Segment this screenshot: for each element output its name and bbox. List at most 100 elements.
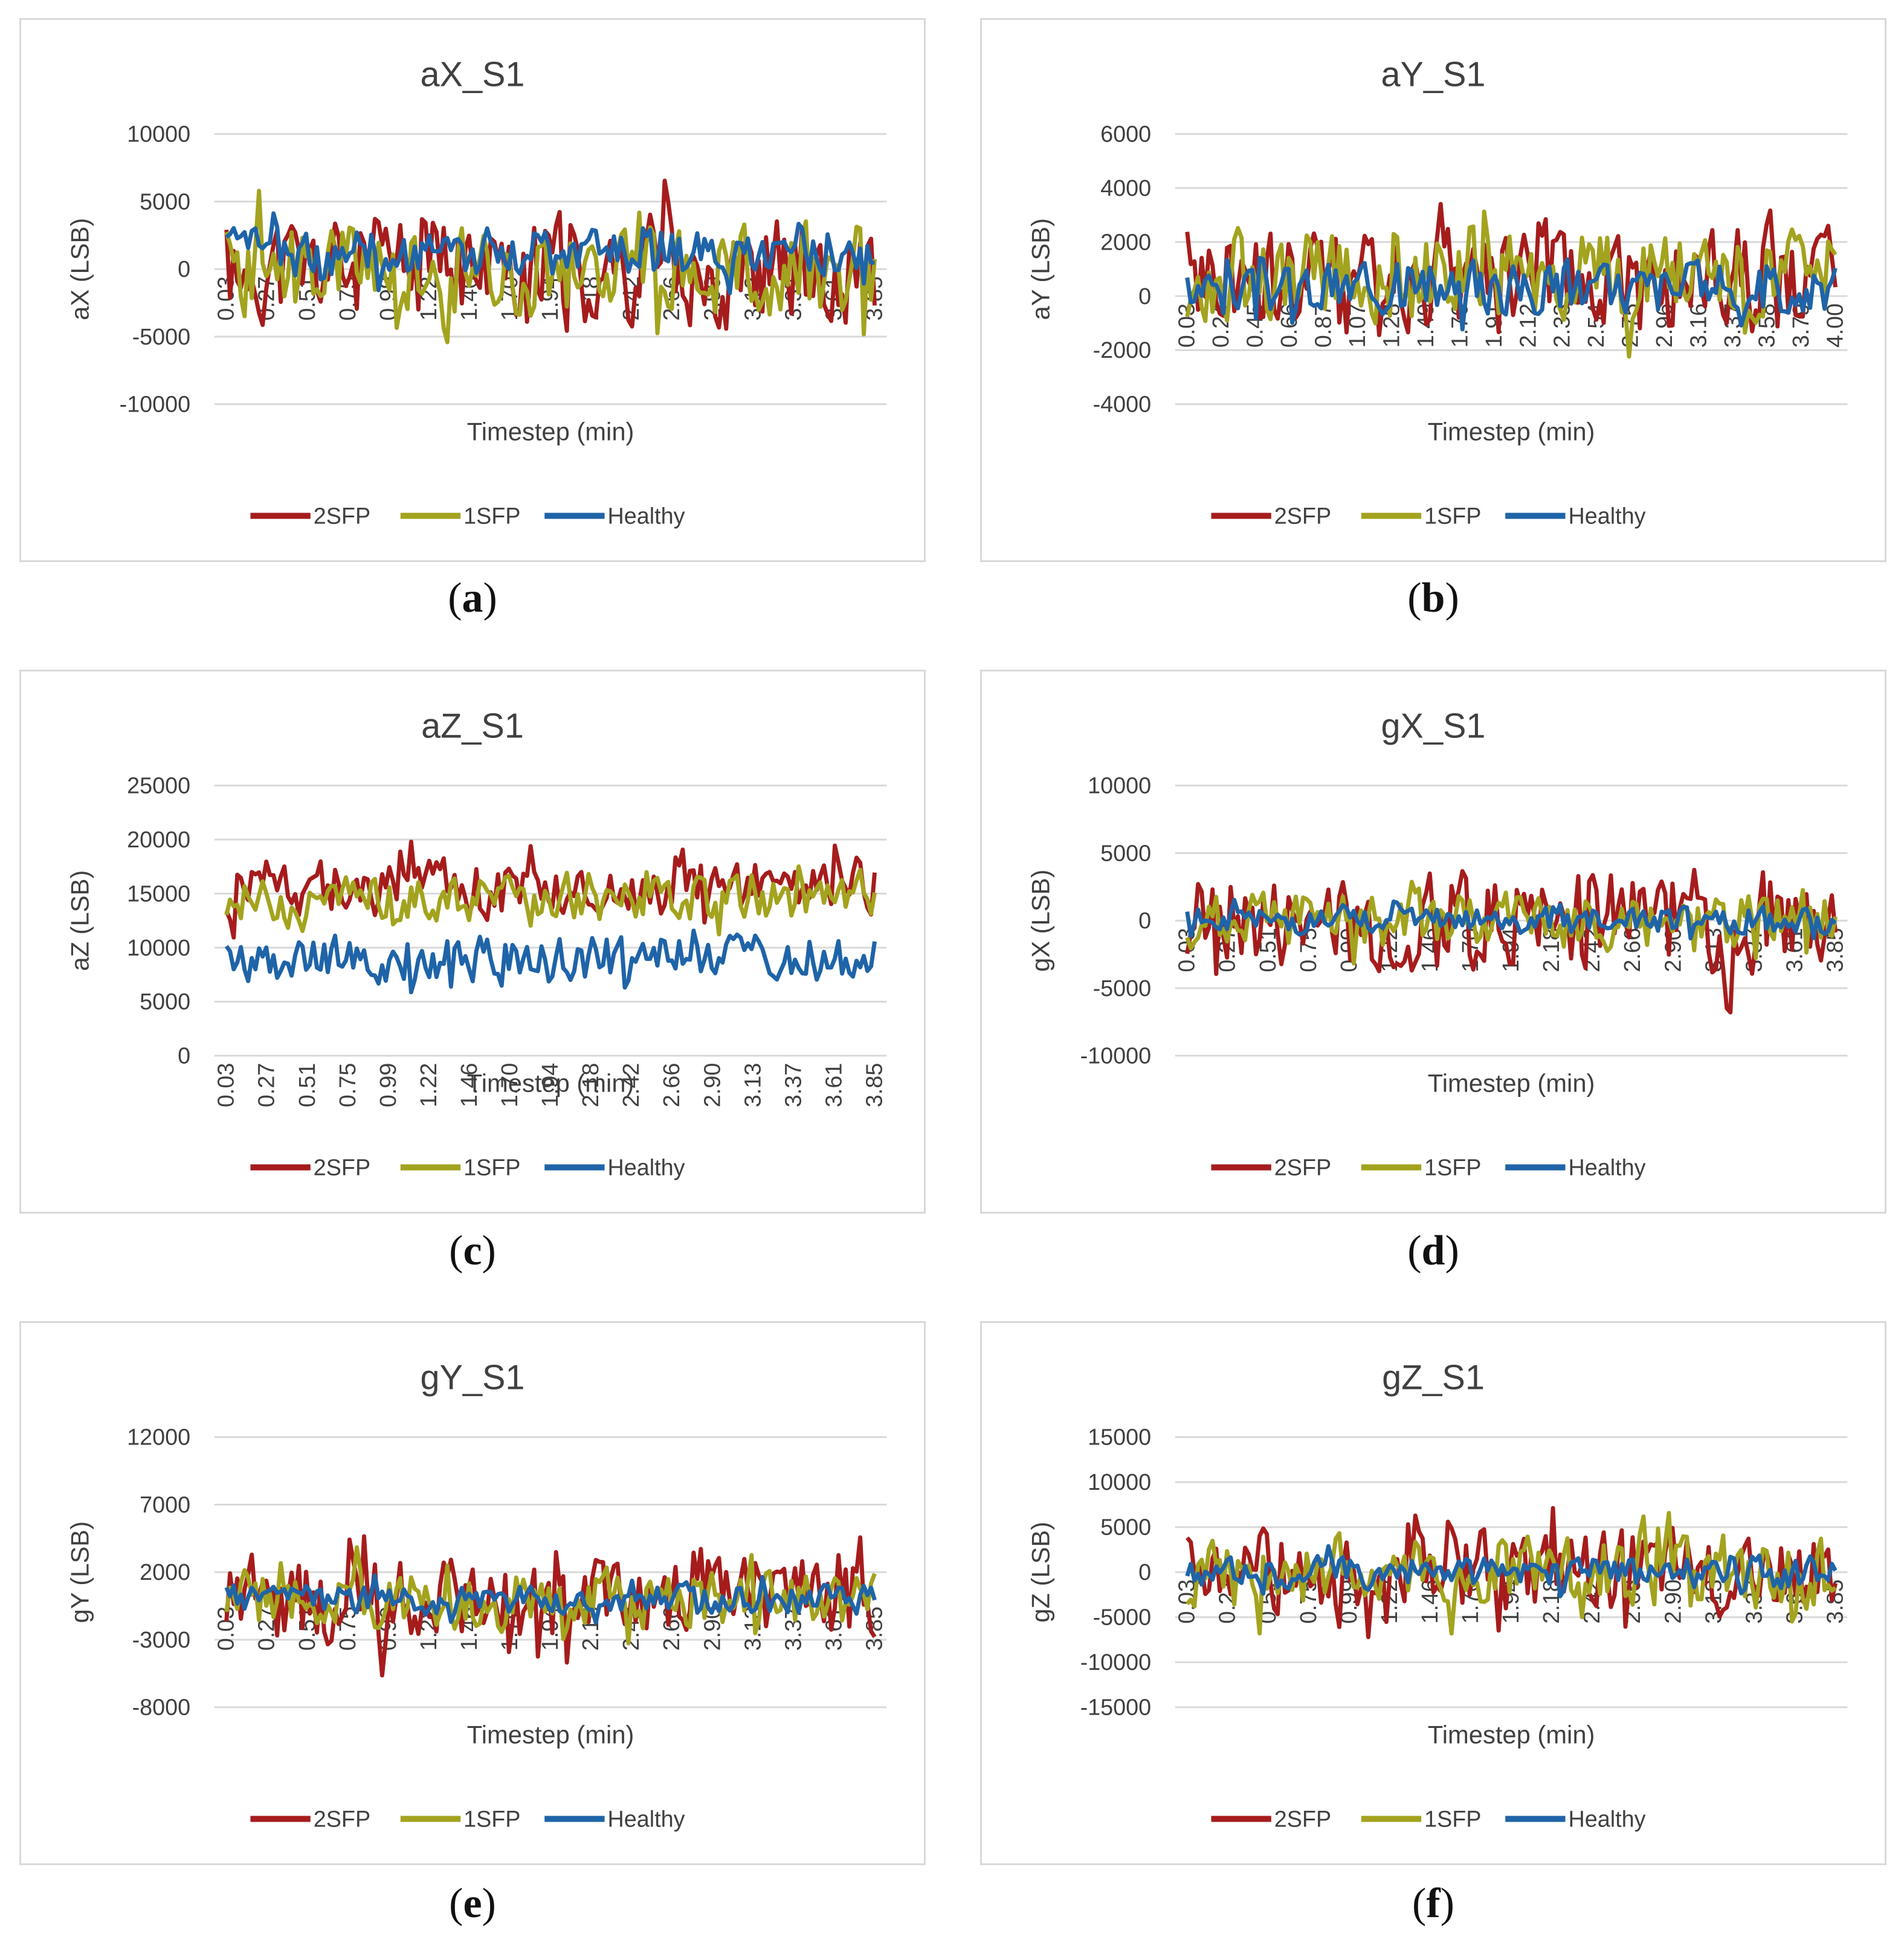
x-tick-label: 0.99 bbox=[375, 1063, 401, 1107]
y-axis-label: gZ (LSB) bbox=[1026, 1522, 1054, 1623]
caption-letter: d bbox=[1421, 1228, 1445, 1274]
series-line-2SFP bbox=[1185, 867, 1838, 1015]
caption-letter: b bbox=[1421, 575, 1445, 621]
y-tick-label: 6000 bbox=[1100, 121, 1151, 147]
x-tick-label: 3.16 bbox=[1686, 303, 1711, 348]
y-tick-label: 10000 bbox=[1088, 773, 1151, 798]
x-tick-label: 2.90 bbox=[1660, 1579, 1685, 1623]
y-tick-label: 2000 bbox=[1100, 229, 1151, 254]
y-tick-label: 0 bbox=[178, 1043, 190, 1069]
subfigure-caption: (b) bbox=[1407, 575, 1459, 621]
x-axis-label: Timestep (min) bbox=[1428, 417, 1595, 445]
x-tick-label: 2.90 bbox=[699, 1063, 724, 1107]
y-tick-label: 5000 bbox=[1100, 840, 1151, 865]
subfigure-caption: (e) bbox=[449, 1880, 496, 1927]
x-axis-label: Timestep (min) bbox=[467, 417, 634, 445]
chart-panel-aY_S1: aY_S1 -4000 -2000 0 2000 4000 6000 0.03 0.24 0.45… bbox=[980, 18, 1886, 562]
series-line-1SFP bbox=[224, 1545, 877, 1646]
chart-title: gX_S1 bbox=[1381, 707, 1486, 745]
chart-panel-aZ_S1: aZ_S1 0 5000 10000 15000 20000 25000 0.03 0.27 0.… bbox=[19, 670, 926, 1214]
caption-letter: e bbox=[463, 1880, 482, 1927]
y-tick-label: 0 bbox=[178, 256, 190, 282]
series-line-1SFP bbox=[1186, 1510, 1837, 1636]
y-tick-label: -10000 bbox=[1080, 1043, 1152, 1069]
y-tick-label: 4000 bbox=[1100, 175, 1151, 201]
series-line-1SFP bbox=[1185, 209, 1838, 359]
series-line-Healthy bbox=[224, 1573, 877, 1625]
y-tick-label: 10000 bbox=[127, 121, 190, 147]
x-axis-label: Timestep (min) bbox=[467, 1720, 634, 1748]
legend-label: 2SFP bbox=[314, 1806, 370, 1831]
chart-panel-gX_S1: gX_S1 -10000 -5000 0 5000 10000 0.03 0.27 0.51 0.… bbox=[980, 670, 1886, 1214]
x-tick-label: 0.51 bbox=[294, 1063, 320, 1107]
subfigure-caption: (c) bbox=[449, 1228, 496, 1274]
x-tick-label: 0.75 bbox=[335, 1063, 360, 1107]
x-tick-label: 2.66 bbox=[659, 1063, 684, 1107]
series-line-Healthy bbox=[1185, 1544, 1838, 1599]
x-tick-label: 0.03 bbox=[213, 1063, 239, 1107]
legend-label: 1SFP bbox=[1424, 503, 1481, 528]
y-axis-label: aZ (LSB) bbox=[65, 870, 94, 971]
y-tick-label: 5000 bbox=[140, 189, 190, 214]
legend-label: Healthy bbox=[1569, 503, 1646, 528]
series-line-2SFP bbox=[224, 839, 877, 940]
legend-label: Healthy bbox=[607, 1806, 685, 1831]
legend-label: 1SFP bbox=[463, 503, 520, 528]
x-tick-label: 0.87 bbox=[1311, 303, 1336, 348]
y-tick-label: -10000 bbox=[1080, 1649, 1152, 1675]
y-tick-label: -5000 bbox=[1093, 975, 1152, 1001]
y-axis-label: aX (LSB) bbox=[65, 218, 94, 320]
y-tick-label: 10000 bbox=[127, 935, 190, 960]
y-tick-label: -5000 bbox=[1093, 1605, 1152, 1630]
series-line-Healthy bbox=[1185, 898, 1837, 941]
chart-svg: gZ_S1-15000-10000-50000500010000150000.0… bbox=[1026, 1358, 1847, 1831]
y-tick-label: 10000 bbox=[1088, 1469, 1151, 1495]
series-line-2SFP bbox=[224, 178, 877, 333]
x-axis-label: Timestep (min) bbox=[467, 1069, 634, 1097]
x-tick-label: 3.85 bbox=[861, 1606, 886, 1651]
caption-letter: f bbox=[1426, 1880, 1441, 1927]
y-tick-label: -5000 bbox=[132, 324, 191, 349]
x-tick-label: 4.00 bbox=[1822, 303, 1847, 348]
series-line-1SFP bbox=[224, 864, 877, 937]
x-tick-label: 1.70 bbox=[497, 1063, 522, 1107]
y-axis-label: gX (LSB) bbox=[1026, 870, 1054, 972]
x-tick-label: 0.27 bbox=[254, 1063, 279, 1107]
legend-label: 2SFP bbox=[1274, 1154, 1331, 1180]
chart-svg: aZ_S1 0 5000 10000 15000 20000 25000 0.03 0.27 0.… bbox=[65, 707, 886, 1180]
legend-label: 2SFP bbox=[314, 1154, 370, 1180]
series-line-1SFP bbox=[224, 189, 877, 344]
y-tick-label: 12000 bbox=[127, 1425, 190, 1450]
legend-label: 2SFP bbox=[1274, 503, 1331, 528]
x-axis-label: Timestep (min) bbox=[1428, 1069, 1595, 1097]
y-tick-label: 25000 bbox=[127, 773, 190, 798]
legend-label: 1SFP bbox=[463, 1806, 520, 1831]
y-tick-label: 20000 bbox=[127, 827, 190, 852]
legend-label: 2SFP bbox=[314, 503, 370, 528]
y-axis-label: aY (LSB) bbox=[1026, 218, 1054, 320]
x-axis-label: Timestep (min) bbox=[1428, 1720, 1595, 1748]
chart-title: aY_S1 bbox=[1381, 55, 1486, 94]
y-tick-label: 0 bbox=[1138, 283, 1151, 309]
y-tick-label: 5000 bbox=[1100, 1515, 1151, 1540]
y-tick-label: -2000 bbox=[1093, 337, 1152, 363]
y-tick-label: -4000 bbox=[1093, 392, 1152, 417]
x-tick-label: 3.85 bbox=[861, 1063, 886, 1107]
caption-letter: c bbox=[463, 1228, 482, 1274]
subfigure-caption: (d) bbox=[1407, 1228, 1459, 1274]
chart-title: gY_S1 bbox=[421, 1358, 525, 1397]
caption-letter: a bbox=[462, 575, 483, 621]
x-tick-label: 2.18 bbox=[578, 1063, 603, 1107]
y-tick-label: 0 bbox=[1138, 1559, 1151, 1585]
legend-label: 2SFP bbox=[1274, 1806, 1331, 1831]
series-line-Healthy bbox=[225, 211, 875, 296]
legend-label: 1SFP bbox=[1424, 1806, 1481, 1831]
x-tick-label: 3.13 bbox=[740, 1063, 765, 1107]
y-tick-label: 5000 bbox=[140, 989, 190, 1014]
x-tick-label: 1.22 bbox=[416, 1063, 441, 1107]
y-tick-label: 7000 bbox=[140, 1492, 190, 1517]
x-tick-label: 1.94 bbox=[537, 1063, 563, 1107]
